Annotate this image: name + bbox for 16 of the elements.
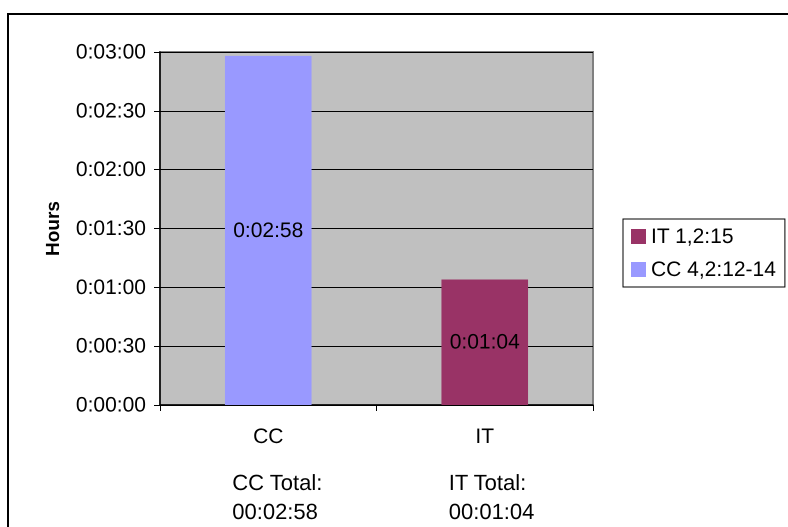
data-label: 0:01:04 (450, 330, 520, 354)
y-tick-label: 0:02:00 (76, 158, 146, 182)
y-tick-label: 0:00:00 (76, 394, 146, 416)
y-tick-label: 0:01:00 (76, 276, 146, 299)
y-tick-label: 0:00:30 (76, 334, 146, 358)
legend-label: IT 1,2:15 (651, 225, 734, 248)
y-axis-title: Hours (43, 201, 64, 256)
y-tick-label: 0:01:30 (76, 217, 146, 240)
x-tick-label: CC (253, 425, 284, 448)
legend-label: CC 4,2:12-14 (651, 258, 776, 281)
text: IT Total: 00:01:04 (448, 470, 534, 524)
y-tick-label: 0:02:30 (76, 99, 146, 122)
x-tick-label: IT (475, 425, 494, 448)
y-tick-label: 0:03:00 (76, 40, 146, 64)
text: CC Total: 00:02:58 (232, 470, 328, 524)
data-label: 0:02:58 (233, 218, 304, 242)
